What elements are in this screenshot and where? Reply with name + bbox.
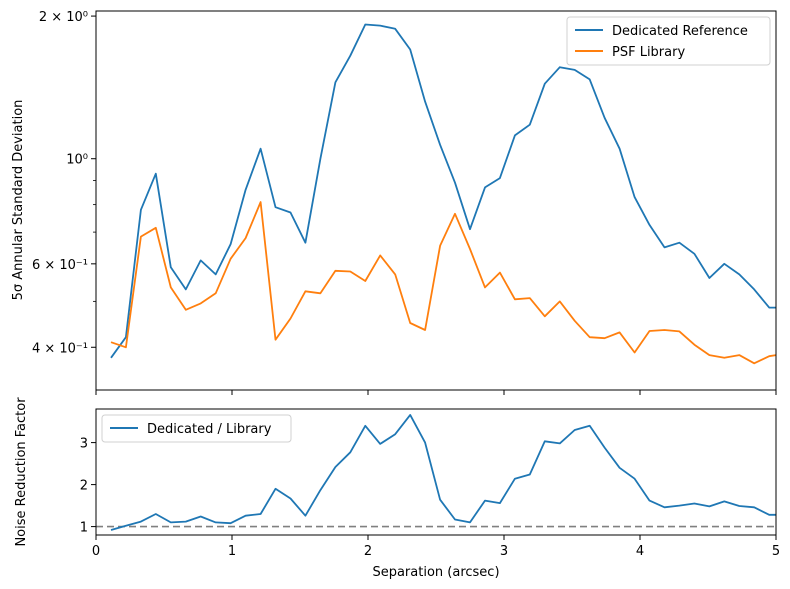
bottom-xlabel: Separation (arcsec) (372, 565, 499, 580)
legend-label-dedicated-library: Dedicated / Library (147, 422, 272, 437)
bottom-axes-frame (95, 408, 777, 536)
bottom-xaxis-ticks: 0 1 2 3 4 5 (92, 535, 780, 559)
series-line-dedicated-library (110, 413, 776, 531)
bottom-xtick-label: 2 (364, 544, 372, 559)
top-ytick-label: 4 × 10⁻¹ (32, 341, 88, 356)
bottom-xtick-label: 0 (92, 544, 100, 559)
top-yaxis-ticks: 4 × 10⁻¹ 6 × 10⁻¹ 10⁰ 2 × 10⁰ (32, 10, 96, 356)
bottom-xtick-label: 3 (500, 544, 508, 559)
series-line-dedicated-reference (110, 23, 776, 359)
top-axes-frame (95, 10, 777, 391)
bottom-legend: Dedicated / Library (101, 414, 292, 443)
bottom-ylabel: Noise Reduction Factor (14, 397, 29, 547)
bottom-ytick-label: 1 (80, 521, 88, 536)
top-ytick-label: 6 × 10⁻¹ (32, 258, 88, 273)
top-legend-frame (566, 16, 771, 66)
bottom-xtick-label: 4 (636, 544, 644, 559)
bottom-xtick-label: 1 (228, 544, 236, 559)
bottom-ytick-label: 3 (80, 437, 88, 452)
top-legend: Dedicated Reference PSF Library (566, 16, 771, 66)
legend-label-dedicated-reference: Dedicated Reference (612, 24, 748, 39)
top-ytick-label: 10⁰ (66, 153, 88, 168)
top-panel: 4 × 10⁻¹ 6 × 10⁻¹ 10⁰ 2 × 10⁰ 5σ Annular St… (11, 10, 777, 395)
bottom-ytick-label: 2 (80, 479, 88, 494)
legend-label-psf-library: PSF Library (612, 45, 685, 60)
bottom-yaxis-ticks: 1 2 3 (80, 437, 96, 536)
top-ytick-label: 2 × 10⁰ (39, 10, 88, 25)
top-xaxis-ticks (95, 390, 777, 395)
top-ylabel: 5σ Annular Standard Deviation (11, 100, 26, 301)
bottom-series-group (110, 413, 776, 531)
bottom-legend-frame (101, 414, 292, 443)
top-series-group (110, 23, 777, 365)
series-line-psf-library (110, 201, 777, 365)
bottom-xtick-label: 5 (772, 544, 780, 559)
